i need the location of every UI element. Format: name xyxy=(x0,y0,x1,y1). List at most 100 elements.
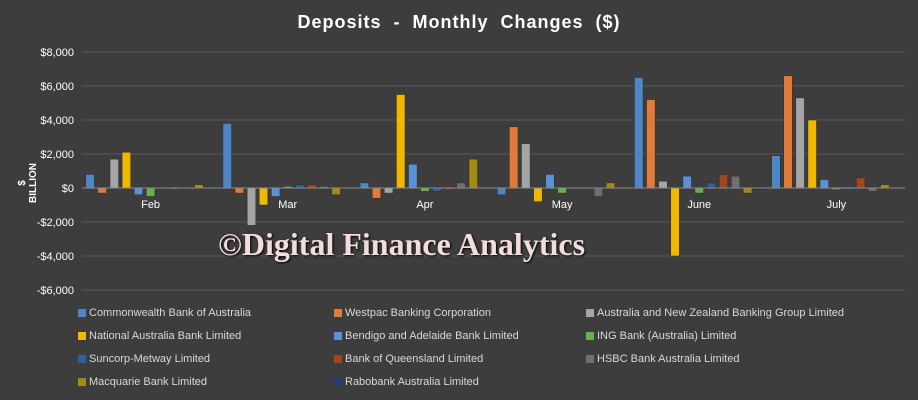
bar xyxy=(359,182,369,189)
legend-label: Macquarie Bank Limited xyxy=(89,375,208,388)
chart-title: Deposits - Monthly Changes ($) xyxy=(297,12,621,32)
legend-swatch xyxy=(334,308,342,317)
bar xyxy=(718,174,729,189)
bar xyxy=(557,187,567,194)
legend-entry: ING Bank (Australia) Limited xyxy=(586,327,886,344)
bar xyxy=(371,187,382,199)
bar xyxy=(384,187,394,194)
legend-entry: National Australia Bank Limited xyxy=(78,327,334,344)
bar xyxy=(694,187,704,194)
legend-swatch xyxy=(78,377,86,386)
legend-label: Rabobank Australia Limited xyxy=(345,375,479,388)
bar xyxy=(133,187,144,196)
legend-swatch xyxy=(586,354,594,363)
bar xyxy=(271,187,281,197)
bar xyxy=(509,126,519,189)
bar xyxy=(121,152,131,189)
bar xyxy=(246,187,256,226)
legend-label: HSBC Bank Australia Limited xyxy=(597,352,740,365)
bar xyxy=(605,182,616,189)
legend-label: ING Bank (Australia) Limited xyxy=(597,329,737,342)
bar xyxy=(670,187,680,257)
bar xyxy=(533,187,543,202)
bar xyxy=(331,187,341,196)
bar xyxy=(194,184,204,189)
bar xyxy=(521,143,531,189)
y-tick-label: -$6,000 xyxy=(37,285,74,297)
y-tick-label: $2,000 xyxy=(40,149,74,161)
bar xyxy=(497,187,507,196)
bar xyxy=(771,155,781,189)
legend-entry: Australia and New Zealand Banking Group … xyxy=(586,304,886,321)
bar xyxy=(146,187,156,197)
legend-swatch xyxy=(334,354,342,363)
bar xyxy=(743,187,753,194)
x-tick-label: July xyxy=(827,199,847,211)
y-tick-label: $4,000 xyxy=(40,115,74,127)
legend-entry: Westpac Banking Corporation xyxy=(334,304,586,321)
legend-label: Westpac Banking Corporation xyxy=(345,306,491,319)
x-tick-label: May xyxy=(552,199,573,211)
bar xyxy=(819,179,829,189)
bar xyxy=(593,187,603,197)
legend-label: Suncorp-Metway Limited xyxy=(89,352,211,365)
legend-swatch xyxy=(78,308,86,317)
y-tick-label: -$2,000 xyxy=(37,217,74,229)
bar xyxy=(468,158,478,189)
bar xyxy=(856,177,866,189)
bar xyxy=(795,97,805,189)
bar xyxy=(634,77,644,189)
x-tick-label: Feb xyxy=(141,199,160,211)
legend-swatch xyxy=(78,331,86,340)
bar xyxy=(234,187,244,194)
bar xyxy=(807,119,817,189)
bar xyxy=(85,174,95,189)
x-tick-label: June xyxy=(687,199,711,211)
legend-entry: Bendigo and Adelaide Bank Limited xyxy=(334,327,586,344)
bar xyxy=(307,184,317,189)
watermark: ©Digital Finance Analytics xyxy=(218,226,586,262)
legend-entry: Macquarie Bank Limited xyxy=(78,373,334,390)
y-tick-label: $0 xyxy=(62,183,74,195)
legend-entry: Commonwealth Bank of Australia xyxy=(78,304,334,321)
bar xyxy=(646,99,656,189)
legend-swatch xyxy=(78,354,86,363)
bar xyxy=(259,187,269,206)
bar xyxy=(408,163,418,189)
bar xyxy=(658,180,668,189)
y-tick-label: $8,000 xyxy=(40,47,74,59)
legend-entry: Suncorp-Metway Limited xyxy=(78,350,334,367)
legend-label: Australia and New Zealand Banking Group … xyxy=(597,306,845,319)
bar xyxy=(396,94,406,189)
y-tick-label: -$4,000 xyxy=(37,251,74,263)
legend-swatch xyxy=(586,331,594,340)
bar xyxy=(880,184,890,189)
legend-label: Bank of Queensland Limited xyxy=(345,352,484,365)
legend: Commonwealth Bank of Australia Westpac Ba… xyxy=(78,304,898,390)
y-tick-label: $6,000 xyxy=(40,81,74,93)
bar xyxy=(545,174,555,189)
bar xyxy=(109,158,119,189)
legend-label: Bendigo and Adelaide Bank Limited xyxy=(345,329,519,342)
bar xyxy=(97,187,107,194)
bar xyxy=(432,187,442,192)
bar xyxy=(295,184,305,189)
bar xyxy=(456,182,466,189)
bar xyxy=(731,175,741,189)
legend-swatch xyxy=(334,331,342,340)
bar xyxy=(783,75,793,189)
bar xyxy=(222,123,232,189)
legend-entry: Rabobank Australia Limited xyxy=(334,373,586,390)
legend-swatch xyxy=(334,377,342,386)
legend-swatch xyxy=(586,308,594,317)
bar xyxy=(420,187,430,192)
bar xyxy=(706,182,716,189)
legend-entry: HSBC Bank Australia Limited xyxy=(586,350,886,367)
x-tick-label: Apr xyxy=(416,199,433,211)
legend-entry: Bank of Queensland Limited xyxy=(334,350,586,367)
legend-label: National Australia Bank Limited xyxy=(89,329,242,342)
legend-label: Commonwealth Bank of Australia xyxy=(89,306,252,319)
x-tick-label: Mar xyxy=(278,199,297,211)
